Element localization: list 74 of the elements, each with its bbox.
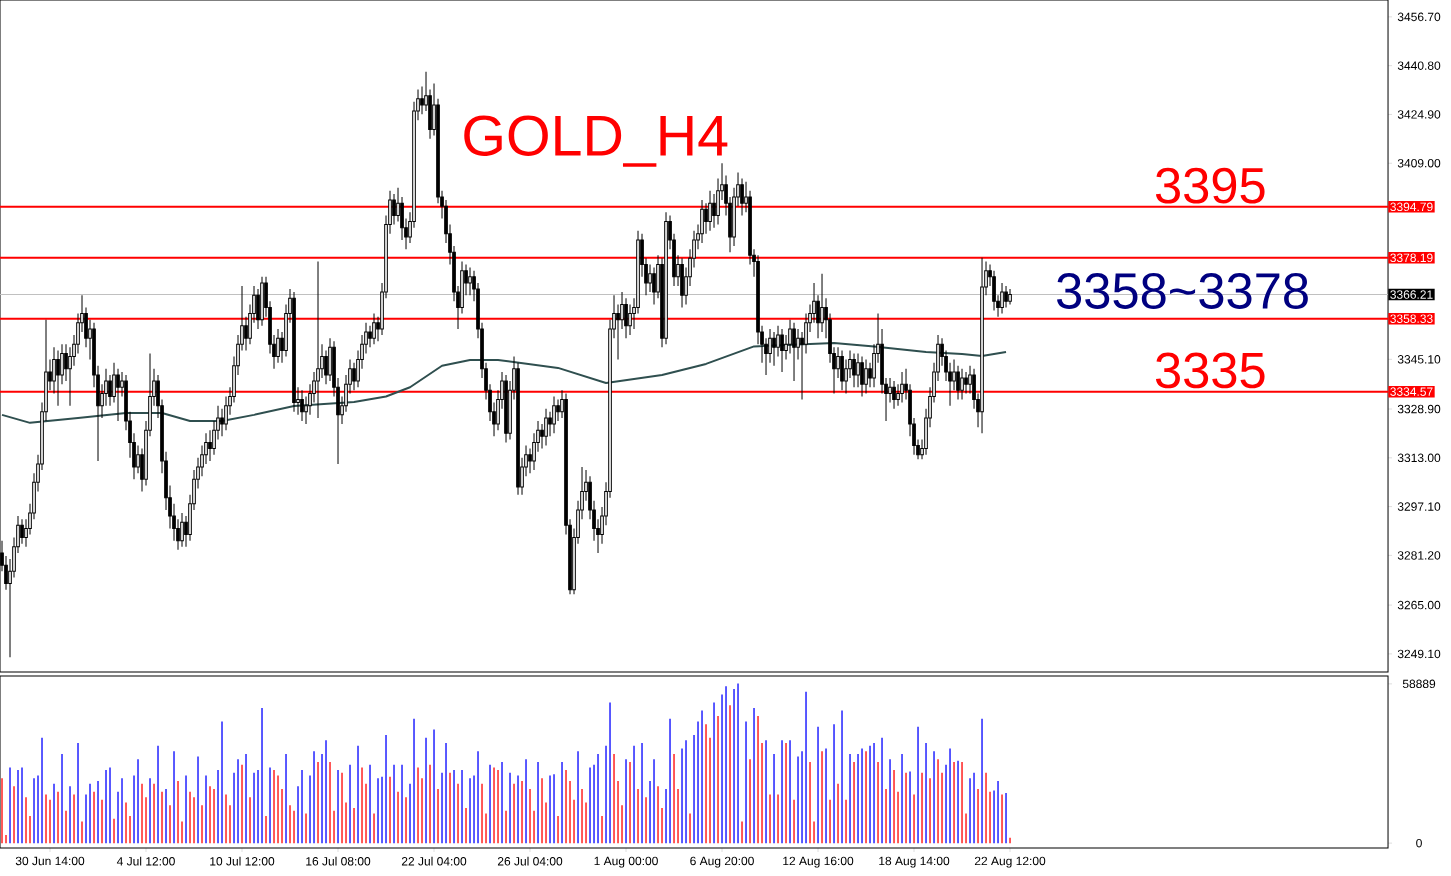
y-tick-label: 3328.90 — [1397, 404, 1441, 414]
candlestick — [368, 325, 372, 348]
candlestick — [648, 264, 652, 293]
ref-line-label: 3334.57 — [1390, 387, 1433, 396]
candlestick — [300, 389, 304, 422]
candlestick — [856, 352, 860, 388]
text: GOLD_H4 — [464, 115, 728, 167]
candlestick — [352, 362, 356, 391]
candlestick — [772, 331, 776, 367]
candlestick — [792, 322, 796, 382]
candlestick — [180, 512, 184, 548]
x-tick-label: 30 Jun 14:00 — [15, 856, 85, 866]
candlestick — [552, 395, 556, 434]
candlestick — [900, 371, 904, 404]
candlestick — [208, 429, 212, 462]
y-tick-label: 3281.20 — [1397, 551, 1441, 560]
candlestick — [860, 356, 864, 397]
x-tick-label: 6 Aug 20:00 — [690, 856, 754, 868]
candlestick — [964, 371, 968, 394]
x-tick-label: 18 Aug 14:00 — [879, 856, 950, 868]
candlestick — [852, 352, 856, 388]
candlestick — [704, 202, 708, 235]
y-tick-label: 3409.00 — [1397, 158, 1441, 168]
x-tick-label: 16 Jul 08:00 — [306, 856, 371, 866]
candlestick — [244, 316, 248, 351]
y-tick-label: 3424.90 — [1397, 110, 1441, 119]
ref-line-label: 3358.33 — [1390, 314, 1433, 323]
annotation: 3335 — [1155, 352, 1265, 389]
candlestick — [780, 328, 784, 373]
candlestick — [220, 408, 224, 437]
annotation: 3395 — [1155, 167, 1265, 204]
ref-line-label: 3366.21 — [1390, 290, 1433, 299]
candlestick — [952, 359, 956, 391]
candlestick — [836, 346, 840, 379]
candlestick — [616, 303, 620, 361]
x-tick-label: 22 Jul 04:00 — [401, 856, 467, 866]
ref-line-label: 3394.79 — [1390, 202, 1433, 212]
ref-line-label: 3378.19 — [1390, 253, 1433, 263]
x-tick-label: 4 Jul 12:00 — [116, 856, 175, 866]
candlestick — [20, 518, 24, 545]
candlestick — [556, 399, 560, 422]
x-tick-label: 22 Aug 12:00 — [974, 856, 1046, 868]
x-tick-label: 1 Aug 00:00 — [594, 856, 658, 868]
candlestick — [372, 313, 376, 345]
candlestick — [544, 408, 548, 447]
candlestick — [1000, 282, 1004, 315]
candlestick — [116, 368, 120, 422]
y-tick-label: 3249.10 — [1397, 649, 1441, 659]
y-tick-label: 3456.70 — [1397, 12, 1441, 22]
line-series — [1, 342, 1008, 424]
y-tick-label: 3265.00 — [1397, 600, 1441, 610]
candlestick — [1008, 288, 1012, 305]
annotation: 3358~3378 — [1057, 273, 1308, 309]
x-tick-label: 10 Jul 12:00 — [210, 856, 275, 866]
y-tick-label: 0 — [1416, 838, 1422, 848]
candlestick — [56, 349, 60, 407]
candlestick — [316, 260, 320, 419]
y-tick-label: 3313.00 — [1397, 453, 1441, 463]
candlestick — [652, 267, 656, 305]
y-tick-label: 3440.80 — [1397, 61, 1441, 70]
candlestick — [888, 377, 892, 404]
y-tick-label: 3345.10 — [1397, 355, 1441, 364]
x-tick-label: 12 Aug 16:00 — [783, 856, 854, 868]
candlestick — [420, 86, 424, 115]
y-tick-label: 3297.10 — [1397, 502, 1441, 511]
y-tick-label: 58889 — [1402, 679, 1436, 689]
candlestick — [1004, 285, 1008, 308]
candlestick — [712, 193, 716, 229]
candlestick — [864, 359, 868, 394]
candlestick — [892, 380, 896, 410]
candlestick — [468, 267, 472, 296]
x-tick-label: 26 Jul 04:00 — [497, 856, 563, 866]
candlestick — [960, 368, 964, 401]
candlestick — [708, 190, 712, 232]
